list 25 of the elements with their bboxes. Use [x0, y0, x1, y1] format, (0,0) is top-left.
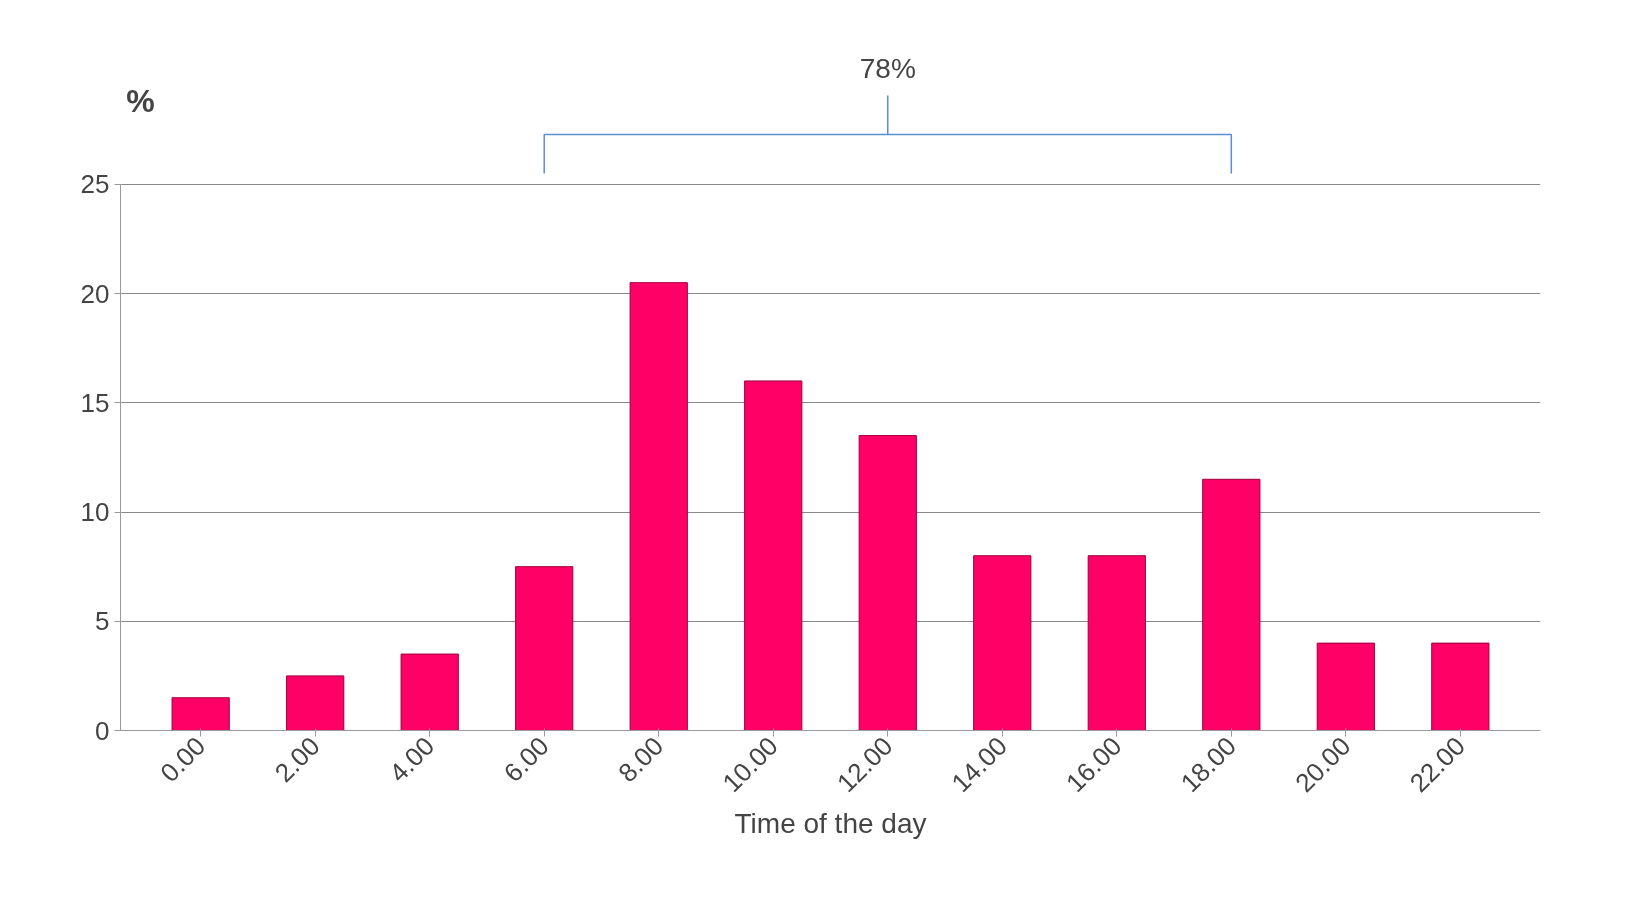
- y-tick-label: 25: [80, 169, 110, 200]
- x-axis-title: Time of the day: [734, 808, 927, 840]
- x-tick-label: 4.00: [383, 730, 441, 788]
- x-tick-label: 0.00: [154, 730, 212, 788]
- bar: [1431, 642, 1490, 731]
- bar: [629, 282, 688, 731]
- y-tick-label: 20: [80, 278, 110, 309]
- text: 78%: [859, 53, 916, 85]
- bar: [1202, 478, 1261, 731]
- bar: [171, 697, 230, 731]
- bar: [744, 380, 803, 731]
- bar: [286, 675, 345, 731]
- x-tick-label: 6.00: [497, 730, 555, 788]
- y-tick-label: 10: [80, 497, 110, 528]
- bar: [1316, 642, 1375, 731]
- bar: [400, 653, 459, 731]
- y-tick-label: 0: [95, 715, 110, 746]
- bar: [858, 435, 917, 731]
- bar: [1087, 555, 1146, 731]
- y-tick-label: 15: [80, 387, 110, 418]
- y-tick-label: 5: [95, 606, 110, 637]
- y-axis-title: %: [126, 82, 155, 119]
- bar: [515, 566, 574, 731]
- x-tick-label: 8.00: [612, 730, 670, 788]
- bar: [973, 555, 1032, 731]
